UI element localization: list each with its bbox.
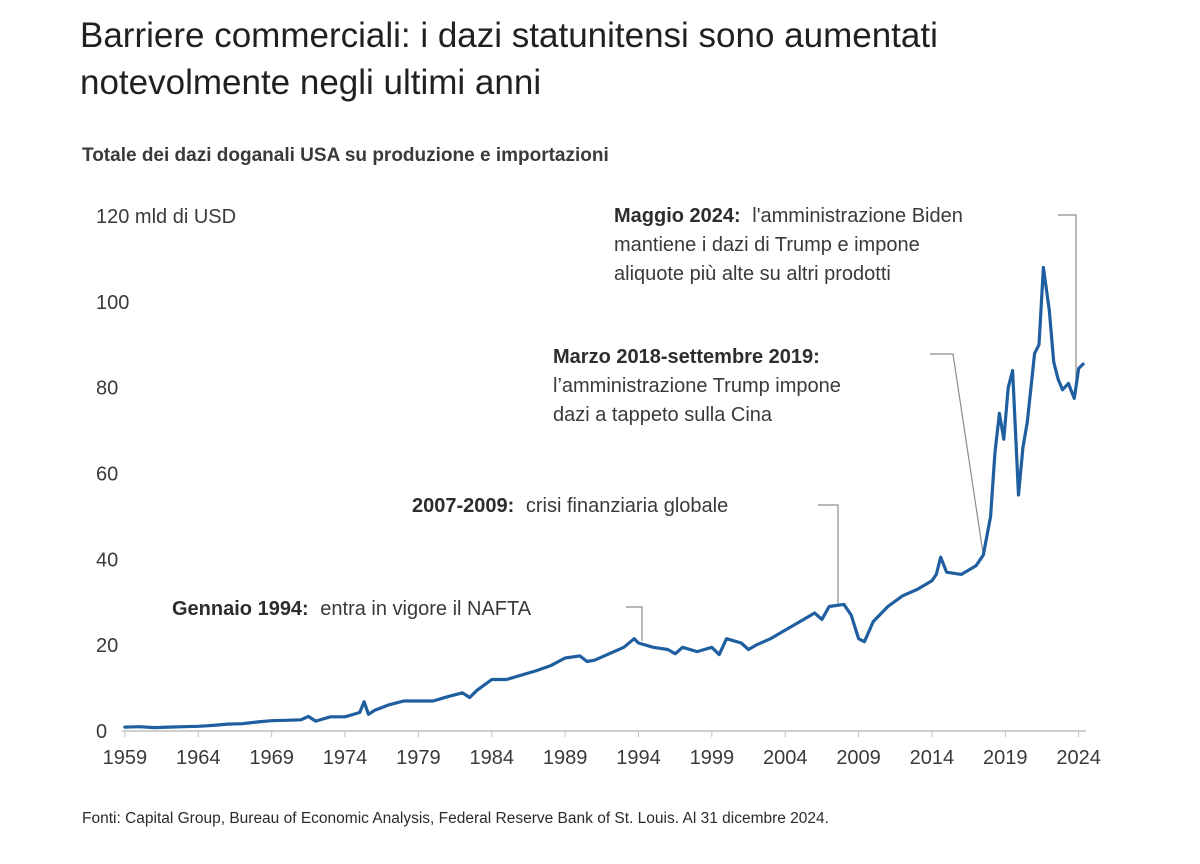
annotation-maggio-2024-line-1: l'amministrazione Biden — [752, 205, 963, 227]
annotation-leader-line — [930, 353, 984, 556]
x-tick-label: 1979 — [396, 747, 441, 769]
x-tick-label: 1999 — [690, 747, 735, 769]
annotation-crisi-2007-bold: 2007-2009: — [412, 495, 514, 517]
annotation-trump-cina-line-3: dazi a tappeto sulla Cina — [553, 404, 773, 426]
x-tick-label: 1994 — [616, 747, 661, 769]
annotation-crisi-2007: 2007-2009: crisi finanziaria globale — [412, 495, 728, 517]
annotation-leader-line — [1058, 214, 1077, 380]
x-axis-ticks: 1959 1964 1969 1974 1979 1984 1989 1994 1999 2004… — [103, 731, 1101, 769]
x-tick-label: 1964 — [176, 747, 221, 769]
y-tick-label: 100 — [96, 292, 129, 314]
y-tick-label: 80 — [96, 378, 118, 400]
x-tick-label: 2014 — [910, 747, 955, 769]
annotation-leaders — [626, 214, 1077, 641]
annotation-nafta-1994-line-1: entra in vigore il NAFTA — [320, 598, 531, 620]
annotation-maggio-2024-line-2: mantiene i dazi di Trump e impone — [614, 234, 920, 256]
y-tick-label: 60 — [96, 464, 118, 486]
annotation-trump-cina: Marzo 2018-settembre 2019: l’amministraz… — [553, 346, 846, 426]
series-line — [123, 265, 1085, 730]
x-tick-label: 2024 — [1056, 747, 1101, 769]
y-tick-label: 40 — [96, 549, 118, 571]
x-tick-label: 2009 — [836, 747, 881, 769]
y-tick-label: 0 — [96, 721, 107, 743]
annotation-nafta-1994-bold: Gennaio 1994: — [172, 598, 309, 620]
y-tick-label: 120 mld di USD — [96, 206, 236, 228]
y-tick-label: 20 — [96, 635, 118, 657]
annotation-maggio-2024-bold: Maggio 2024: — [614, 205, 741, 227]
x-tick-label: 1984 — [470, 747, 515, 769]
annotation-maggio-2024: Maggio 2024: l'amministrazione Biden man… — [614, 205, 968, 285]
y-axis-ticks: 0 20 40 60 80 100 120 mld di USD — [96, 206, 236, 743]
chart-title: Barriere commerciali: i dazi statunitens… — [80, 16, 938, 102]
x-tick-label: 1989 — [543, 747, 588, 769]
annotation-trump-cina-bold: Marzo 2018-settembre 2019: — [553, 346, 820, 368]
annotation-nafta-1994: Gennaio 1994: entra in vigore il NAFTA — [172, 598, 532, 620]
annotation-leader-line — [818, 504, 839, 605]
chart-subtitle: Totale dei dazi doganali USA su produzio… — [82, 145, 609, 166]
x-tick-label: 1959 — [103, 747, 148, 769]
x-tick-label: 1974 — [323, 747, 368, 769]
annotation-trump-cina-line-2: l’amministrazione Trump impone — [553, 375, 841, 397]
source-note: Fonti: Capital Group, Bureau of Economic… — [82, 810, 829, 827]
x-tick-label: 1969 — [249, 747, 294, 769]
x-tick-label: 2019 — [983, 747, 1028, 769]
x-tick-label: 2004 — [763, 747, 808, 769]
annotation-crisi-2007-line-1: crisi finanziaria globale — [526, 495, 728, 517]
annotation-leader-line — [626, 606, 643, 641]
annotation-maggio-2024-line-3: aliquote più alte su altri prodotti — [614, 263, 891, 285]
